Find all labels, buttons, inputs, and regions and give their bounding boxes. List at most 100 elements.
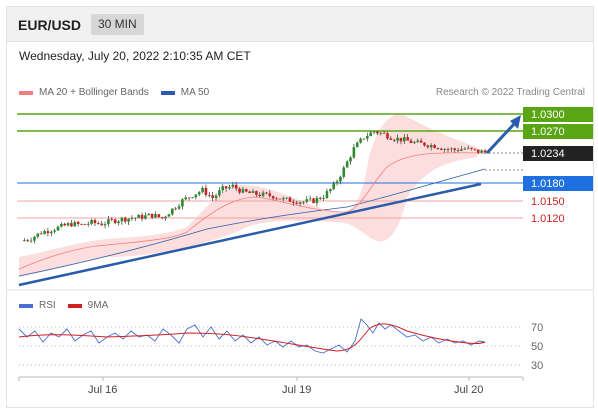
timestamp: Wednesday, July 20, 2022 2:10:35 AM CET xyxy=(19,49,251,63)
candle-body xyxy=(207,194,211,196)
legend-label: MA 50 xyxy=(180,87,210,98)
candle-body xyxy=(90,219,93,224)
candle-body xyxy=(376,131,379,134)
candle-body xyxy=(194,194,198,198)
candles xyxy=(23,130,487,244)
candle-body xyxy=(335,181,339,184)
candle-body xyxy=(450,148,453,150)
candle-body xyxy=(439,148,443,150)
legend-item-ma50: MA 50 xyxy=(160,87,210,98)
candle-body xyxy=(130,218,134,220)
candle-body xyxy=(446,149,450,150)
candle-body xyxy=(201,187,204,193)
candle-body xyxy=(23,240,26,242)
candle-body xyxy=(83,224,87,225)
candle-body xyxy=(66,223,70,226)
research-credit: Research © 2022 Trading Central xyxy=(435,87,585,98)
candle-body xyxy=(70,223,73,227)
candle-body xyxy=(315,197,319,204)
legend-item-9ma: 9MA xyxy=(67,300,109,311)
candle-body xyxy=(345,161,349,168)
level-badge-text: 1.0234 xyxy=(531,148,565,160)
candle-body xyxy=(443,149,446,150)
candle-body xyxy=(362,138,366,140)
candle-body xyxy=(352,147,356,158)
candle-body xyxy=(359,138,362,143)
candle-body xyxy=(268,193,272,197)
legend-swatch xyxy=(67,303,82,308)
candle-body xyxy=(39,233,43,235)
candle-body xyxy=(382,132,386,134)
candle-body xyxy=(406,137,409,141)
rsi-tick-50: 50 xyxy=(531,341,543,353)
candle-body xyxy=(392,139,396,141)
candle-body xyxy=(436,148,440,149)
candle-body xyxy=(103,224,107,226)
candle-body xyxy=(53,230,56,232)
candle-body xyxy=(33,236,36,241)
bollinger-band xyxy=(19,114,477,277)
candle-body xyxy=(476,149,480,153)
candle-body xyxy=(480,150,483,153)
candle-body xyxy=(386,133,389,139)
candle-body xyxy=(231,184,235,187)
legend-label: MA 20 + Bollinger Bands xyxy=(39,87,149,98)
candle-body xyxy=(483,150,487,153)
candle-body xyxy=(379,132,383,134)
candle-body xyxy=(419,140,423,143)
candle-body xyxy=(460,149,463,151)
legend-label: 9MA xyxy=(87,300,109,311)
candle-body xyxy=(265,192,268,194)
widget-header: EUR/USD 30 MIN xyxy=(7,7,593,42)
candle-body xyxy=(86,223,90,225)
rsi-tick-70: 70 xyxy=(531,322,543,334)
candle-body xyxy=(29,240,33,242)
candle-body xyxy=(73,221,77,227)
candle-body xyxy=(110,219,114,220)
candle-body xyxy=(134,217,137,219)
timeframe-badge[interactable]: 30 MIN xyxy=(91,14,144,35)
candle-body xyxy=(244,189,248,192)
candle-body xyxy=(285,197,288,199)
candle-body xyxy=(322,198,325,199)
candle-body xyxy=(150,213,154,218)
candle-body xyxy=(144,215,147,219)
candle-body xyxy=(288,197,292,202)
rsi-line xyxy=(18,318,486,354)
candle-body xyxy=(470,147,473,149)
legend-item-ma20: MA 20 + Bollinger Bands xyxy=(19,87,149,98)
candle-body xyxy=(43,231,46,234)
level-badge-1.0180: 1.0180 xyxy=(523,176,593,191)
candle-body xyxy=(271,196,275,199)
candle-body xyxy=(117,221,120,224)
candle-body xyxy=(107,219,110,225)
candle-body xyxy=(49,231,53,234)
candle-body xyxy=(281,198,285,200)
candle-body xyxy=(318,197,322,199)
candle-body xyxy=(399,137,403,142)
x-label-jul20: Jul 20 xyxy=(454,384,483,396)
candle-body xyxy=(416,140,420,143)
level-label-1.0120: 1.0120 xyxy=(531,213,565,225)
candle-body xyxy=(120,217,124,222)
legend-label: RSI xyxy=(39,300,56,311)
candle-body xyxy=(251,191,255,193)
candle-body xyxy=(369,132,372,137)
candle-body xyxy=(76,221,80,224)
candle-body xyxy=(140,214,144,219)
forecast-arrow xyxy=(485,121,517,155)
candle-body xyxy=(456,150,460,151)
candle-body xyxy=(238,188,241,193)
candle-body xyxy=(160,217,164,219)
candle-body xyxy=(409,140,413,144)
trend-line xyxy=(18,182,482,287)
candle-body xyxy=(305,199,309,202)
candle-body xyxy=(308,198,312,200)
ma50-line xyxy=(18,168,486,277)
legend-swatch xyxy=(160,90,175,95)
candle-body xyxy=(366,136,369,139)
candle-body xyxy=(224,186,228,189)
candle-body xyxy=(93,219,97,224)
candle-body xyxy=(342,167,346,177)
candle-body xyxy=(187,197,191,199)
